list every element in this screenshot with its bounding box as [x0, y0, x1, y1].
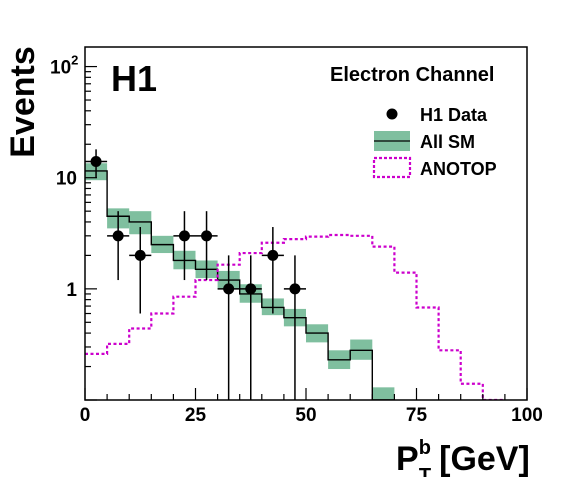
data-point: [195, 211, 218, 281]
legend-sm-label: All SM: [420, 132, 475, 152]
y-ticks: 102 10 1: [50, 53, 97, 401]
sm-band-bin: [372, 387, 395, 400]
data-marker: [134, 249, 146, 261]
sm-histogram: [85, 170, 396, 400]
x-tick-label: 50: [295, 405, 316, 426]
channel-label: Electron Channel: [330, 64, 494, 86]
data-marker: [223, 283, 235, 295]
legend: H1 Data All SM ANOTOP: [372, 105, 497, 179]
legend-entry-anotop: ANOTOP: [372, 156, 497, 179]
x-axis-label-sup: b: [419, 437, 431, 459]
anotop-step-line: [85, 233, 506, 400]
legend-data-label: H1 Data: [420, 105, 488, 125]
data-point: [283, 255, 306, 400]
sm-uncertainty-band: [85, 163, 395, 400]
x-axis-label-main: P: [396, 440, 419, 477]
data-marker: [178, 230, 190, 242]
x-axis-label: Pb T [GeV]: [396, 437, 530, 477]
y-axis-label: Events: [4, 46, 42, 158]
data-marker: [289, 283, 301, 295]
sm-band-bin: [129, 211, 152, 235]
x-axis-label-sub: T: [419, 465, 431, 477]
y-tick-label: 1: [66, 280, 77, 301]
data-marker: [90, 155, 102, 167]
legend-data-marker: [386, 108, 398, 120]
data-points: [85, 149, 306, 400]
data-point: [85, 149, 108, 178]
legend-entry-data: H1 Data: [386, 105, 488, 125]
data-point: [217, 255, 240, 400]
legend-entry-sm: All SM: [374, 131, 475, 152]
data-point: [173, 211, 196, 281]
x-ticks: 0 25 50 75 100: [80, 388, 543, 426]
experiment-label: H1: [111, 58, 157, 99]
data-point: [261, 227, 284, 314]
data-marker: [267, 249, 279, 261]
data-point: [239, 255, 262, 400]
data-point: [107, 211, 130, 281]
x-tick-label: 25: [185, 405, 207, 426]
data-point: [129, 227, 152, 314]
y-tick-label: 10: [56, 169, 77, 190]
x-tick-label: 0: [80, 405, 91, 426]
data-marker: [201, 230, 213, 242]
legend-anotop-swatch: [372, 156, 412, 179]
anotop-histogram: [85, 233, 506, 400]
x-tick-label: 100: [511, 405, 543, 426]
data-marker: [112, 230, 124, 242]
y-tick-label: 102: [50, 53, 78, 79]
data-marker: [245, 283, 257, 295]
sm-step-line: [85, 170, 396, 400]
legend-anotop-label: ANOTOP: [420, 159, 497, 179]
x-tick-label: 75: [406, 405, 428, 426]
x-axis-label-unit: [GeV]: [439, 440, 530, 477]
